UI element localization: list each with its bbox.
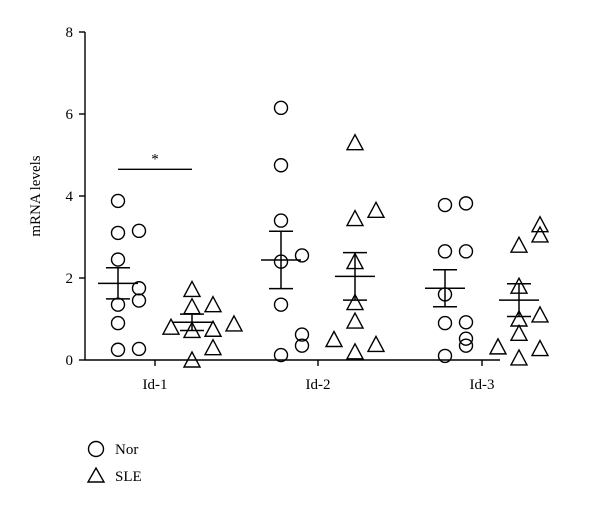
y-axis-label: mRNA levels <box>28 155 44 236</box>
data-point-nor <box>131 223 147 239</box>
data-point-sle <box>203 295 223 313</box>
data-point-nor <box>273 158 289 173</box>
data-point-nor <box>437 348 453 364</box>
data-point-sle <box>530 305 550 323</box>
data-point-sle <box>161 317 181 335</box>
data-point-sle <box>530 225 550 243</box>
data-point-nor <box>437 197 453 213</box>
data-point-sle <box>345 311 365 329</box>
data-point-sle <box>488 337 508 355</box>
data-point-nor <box>458 244 474 259</box>
data-point-nor <box>458 196 474 211</box>
significance-marker: * <box>151 151 159 167</box>
data-point-nor <box>110 297 126 312</box>
x-tick-label: Id-1 <box>143 377 168 393</box>
data-point-sle <box>530 339 550 357</box>
legend-item-sle: SLE <box>86 466 142 485</box>
data-point-nor <box>131 281 147 296</box>
legend: Nor SLE <box>86 440 142 485</box>
data-point-sle <box>509 309 529 327</box>
y-tick-label: 4 <box>66 189 74 205</box>
data-point-sle <box>345 293 365 311</box>
data-point-nor <box>294 248 310 263</box>
data-point-nor <box>294 327 310 342</box>
y-tick-label: 2 <box>66 271 74 287</box>
data-point-nor <box>273 100 289 116</box>
data-point-sle <box>324 330 344 348</box>
data-point-nor <box>273 347 289 363</box>
data-point-nor <box>131 293 147 308</box>
data-point-sle <box>203 319 223 337</box>
y-tick-label: 6 <box>66 107 74 123</box>
chart-axes: 0 2 4 6 8 Id-1 Id-2 Id-3 <box>66 25 500 393</box>
data-point-sle <box>366 334 386 353</box>
data-point-sle <box>182 297 202 315</box>
legend-item-nor: Nor <box>87 440 138 458</box>
y-tick-label: 8 <box>66 25 74 41</box>
data-point-sle <box>530 215 550 233</box>
data-point-nor <box>437 315 453 331</box>
data-point-nor <box>131 341 147 357</box>
data-point-sle <box>509 348 529 366</box>
data-point-sle <box>509 235 529 253</box>
data-point-nor <box>110 225 126 241</box>
data-point-nor <box>458 315 474 330</box>
x-tick-label: Id-3 <box>470 377 495 393</box>
legend-triangle-marker <box>86 466 106 483</box>
legend-label-nor: Nor <box>115 442 138 458</box>
data-point-nor <box>110 252 126 267</box>
data-point-sle <box>366 200 386 219</box>
chart-points <box>110 100 550 368</box>
data-point-nor <box>110 193 126 209</box>
data-point-nor <box>437 244 453 259</box>
data-point-sle <box>203 338 223 356</box>
legend-label-sle: SLE <box>115 469 142 485</box>
data-point-sle <box>182 350 202 368</box>
data-point-nor <box>273 297 289 312</box>
data-point-sle <box>345 209 365 227</box>
data-point-sle <box>182 279 202 298</box>
data-point-sle <box>509 323 529 342</box>
data-point-nor <box>458 338 474 353</box>
data-point-nor <box>110 342 126 357</box>
chart-annotations: * <box>118 151 192 171</box>
data-point-sle <box>345 133 365 151</box>
legend-circle-marker <box>87 440 105 458</box>
data-point-nor <box>273 213 289 228</box>
data-point-sle <box>345 342 365 360</box>
data-point-nor <box>110 315 126 331</box>
data-point-nor <box>458 331 474 346</box>
data-point-sle <box>224 314 244 332</box>
chart-means <box>98 230 539 332</box>
x-tick-label: Id-2 <box>306 377 331 393</box>
y-tick-label: 0 <box>66 353 74 369</box>
data-point-nor <box>294 338 310 353</box>
